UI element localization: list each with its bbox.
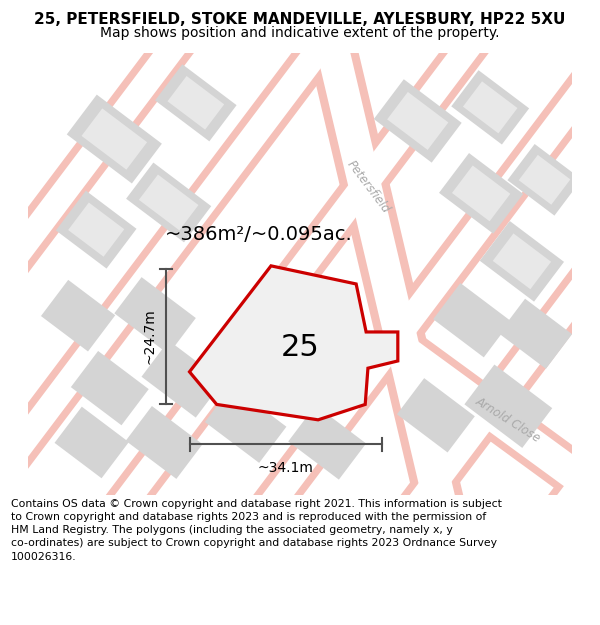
- Text: ~386m²/~0.095ac.: ~386m²/~0.095ac.: [166, 224, 353, 244]
- Polygon shape: [142, 341, 223, 418]
- Polygon shape: [139, 8, 600, 625]
- Polygon shape: [115, 277, 196, 354]
- Polygon shape: [439, 153, 523, 234]
- Polygon shape: [126, 162, 211, 242]
- Polygon shape: [321, 146, 600, 625]
- Polygon shape: [374, 79, 461, 162]
- Polygon shape: [326, 150, 600, 625]
- Polygon shape: [397, 378, 475, 452]
- Polygon shape: [480, 221, 564, 302]
- Text: ~24.7m: ~24.7m: [143, 309, 157, 364]
- Polygon shape: [68, 202, 124, 257]
- Polygon shape: [44, 0, 556, 604]
- Polygon shape: [71, 351, 149, 425]
- Polygon shape: [0, 0, 367, 462]
- Polygon shape: [155, 64, 236, 141]
- Polygon shape: [304, 20, 469, 529]
- Text: ~34.1m: ~34.1m: [257, 461, 313, 474]
- Polygon shape: [387, 92, 448, 150]
- Polygon shape: [139, 174, 199, 231]
- Polygon shape: [464, 364, 552, 448]
- Text: Petersfield: Petersfield: [344, 158, 392, 216]
- Polygon shape: [368, 316, 600, 524]
- Polygon shape: [499, 299, 572, 369]
- Polygon shape: [373, 321, 600, 518]
- Polygon shape: [493, 233, 551, 289]
- Polygon shape: [451, 70, 529, 144]
- Polygon shape: [205, 386, 286, 463]
- Polygon shape: [288, 405, 366, 479]
- Polygon shape: [0, 0, 461, 532]
- Polygon shape: [56, 191, 137, 269]
- Polygon shape: [67, 94, 162, 184]
- Polygon shape: [0, 0, 373, 466]
- Text: Map shows position and indicative extent of the property.: Map shows position and indicative extent…: [100, 26, 500, 40]
- Polygon shape: [82, 108, 147, 169]
- Text: Contains OS data © Crown copyright and database right 2021. This information is : Contains OS data © Crown copyright and d…: [11, 499, 502, 561]
- Polygon shape: [190, 266, 398, 420]
- Text: 25: 25: [281, 333, 319, 362]
- Polygon shape: [311, 22, 461, 528]
- Polygon shape: [452, 166, 511, 221]
- Polygon shape: [55, 407, 129, 478]
- Polygon shape: [126, 406, 203, 479]
- Polygon shape: [133, 4, 600, 625]
- Polygon shape: [41, 280, 115, 351]
- Text: 25, PETERSFIELD, STOKE MANDEVILLE, AYLESBURY, HP22 5XU: 25, PETERSFIELD, STOKE MANDEVILLE, AYLES…: [34, 12, 566, 27]
- Polygon shape: [463, 81, 517, 133]
- Polygon shape: [0, 0, 467, 537]
- Polygon shape: [233, 79, 600, 625]
- Polygon shape: [508, 144, 581, 216]
- Polygon shape: [519, 155, 571, 205]
- Polygon shape: [39, 0, 561, 608]
- Polygon shape: [227, 74, 600, 625]
- Text: Arnold Close: Arnold Close: [473, 394, 543, 445]
- Polygon shape: [433, 283, 511, 357]
- Polygon shape: [167, 76, 224, 129]
